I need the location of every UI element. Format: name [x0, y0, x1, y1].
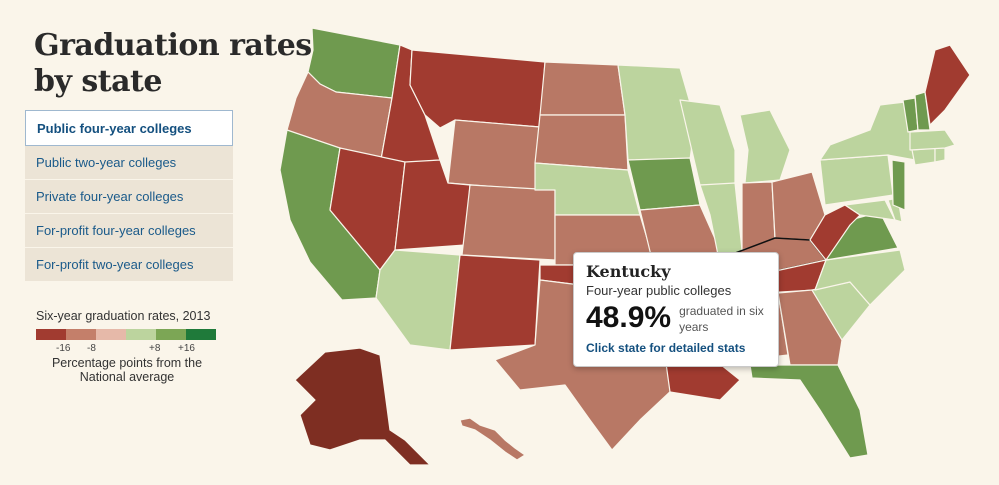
- state-massachusetts[interactable]: [909, 129, 956, 151]
- legend-swatch: [36, 329, 66, 340]
- category-tabs: Public four-year colleges Public two-yea…: [25, 110, 233, 282]
- legend-tick: -16: [56, 343, 71, 354]
- state-iowa[interactable]: [627, 157, 701, 211]
- tab-for-profit-two-year[interactable]: For-profit two-year colleges: [25, 248, 233, 282]
- state-alaska[interactable]: [294, 347, 431, 466]
- legend-note-line-1: Percentage points from the: [51, 356, 203, 370]
- state-maine[interactable]: [924, 44, 971, 126]
- page-title: Graduation rates by state: [34, 28, 312, 100]
- state-connecticut[interactable]: [911, 147, 936, 166]
- state-south-dakota[interactable]: [534, 114, 629, 171]
- legend-ticks: -16 -8 +8 +16: [36, 340, 222, 356]
- legend-swatch: [66, 329, 96, 340]
- state-georgia[interactable]: [777, 289, 843, 366]
- legend-tick: -8: [87, 343, 96, 354]
- legend-swatches: [36, 329, 222, 340]
- state-hawaii[interactable]: [459, 417, 526, 461]
- state-montana[interactable]: [409, 49, 546, 129]
- tooltip-state-name: Kentucky: [586, 262, 671, 281]
- legend-note-line-2: National average: [79, 370, 175, 384]
- state-michigan[interactable]: [739, 109, 791, 184]
- legend-swatch: [186, 329, 216, 340]
- tooltip-value: 48.9%: [586, 301, 672, 334]
- detailed-stats-link[interactable]: Click state for detailed stats: [586, 341, 746, 355]
- state-wisconsin[interactable]: [679, 99, 736, 186]
- legend-title: Six-year graduation rates, 2013: [36, 309, 211, 323]
- state-pennsylvania[interactable]: [819, 154, 894, 206]
- tooltip-note-line-2: years: [679, 320, 709, 334]
- state-new-jersey[interactable]: [891, 159, 906, 211]
- state-new-york[interactable]: [819, 101, 916, 161]
- tooltip-note-line-1: graduated in six: [679, 304, 764, 318]
- state-tooltip: Kentucky Four-year public colleges 48.9%…: [573, 252, 779, 367]
- tab-public-two-year[interactable]: Public two-year colleges: [25, 146, 233, 180]
- legend-swatch: [96, 329, 126, 340]
- state-rhode-island[interactable]: [934, 147, 946, 163]
- tab-private-four-year[interactable]: Private four-year colleges: [25, 180, 233, 214]
- state-florida[interactable]: [749, 364, 869, 459]
- legend-swatch: [126, 329, 156, 340]
- legend-tick: +16: [178, 343, 195, 354]
- tooltip-category: Four-year public colleges: [586, 283, 732, 298]
- tooltip-note: graduated in six years: [679, 301, 764, 335]
- title-line-2: by state: [34, 64, 162, 99]
- legend-note: Percentage points from the National aver…: [32, 356, 222, 384]
- legend-swatch: [156, 329, 186, 340]
- state-arizona[interactable]: [375, 249, 461, 351]
- legend: Six-year graduation rates, 2013 -16 -8 +…: [32, 309, 222, 384]
- state-wyoming[interactable]: [447, 119, 541, 191]
- title-line-1: Graduation rates: [34, 28, 312, 63]
- state-colorado[interactable]: [461, 184, 556, 261]
- state-north-dakota[interactable]: [539, 61, 626, 116]
- tab-for-profit-four-year[interactable]: For-profit four-year colleges: [25, 214, 233, 248]
- tab-public-four-year[interactable]: Public four-year colleges: [25, 110, 233, 146]
- legend-tick: +8: [149, 343, 161, 354]
- state-new-mexico[interactable]: [449, 254, 541, 351]
